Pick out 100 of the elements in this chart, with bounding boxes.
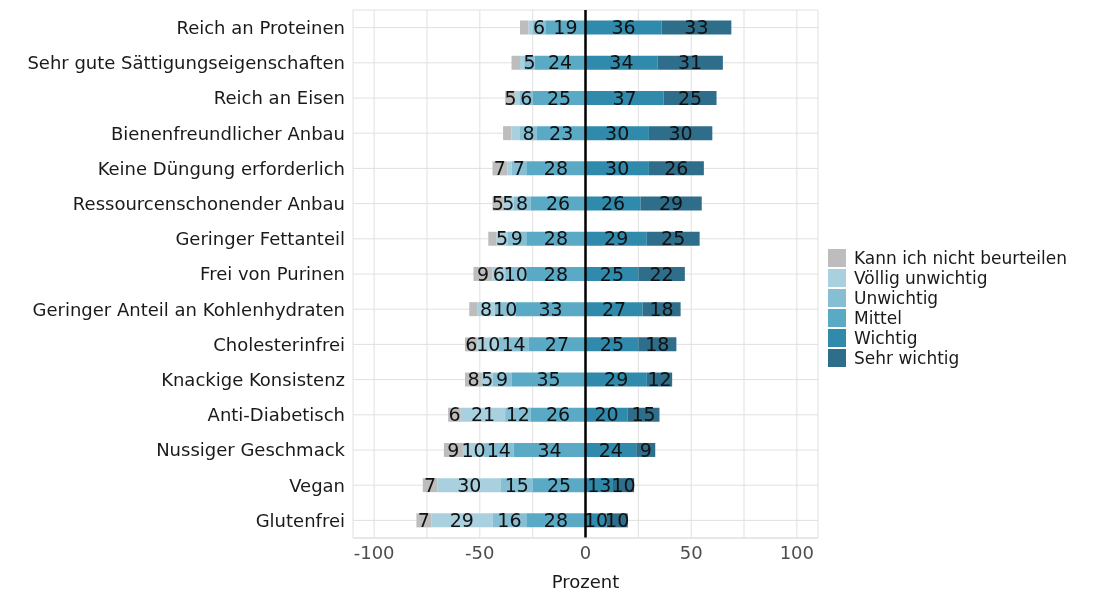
data-label: 31 [678, 51, 703, 74]
data-label: 24 [598, 438, 623, 461]
bar [528, 20, 533, 35]
legend-label: Unwichtig [854, 288, 939, 308]
y-tick-label: Sehr gute Sättigungseigenschaften [27, 52, 345, 74]
data-label: 6 [465, 333, 478, 356]
data-label: 30 [668, 121, 693, 144]
data-label: 25 [599, 333, 625, 356]
data-label: 15 [631, 403, 656, 426]
data-label: 26 [545, 403, 571, 426]
data-label: 28 [543, 262, 568, 285]
data-label: 6 [448, 403, 461, 426]
bar [488, 231, 497, 246]
data-label: 7 [512, 157, 525, 180]
y-tick-label: Bienenfreundlicher Anbau [110, 122, 345, 144]
data-label: 8 [522, 121, 535, 144]
data-label: 24 [548, 51, 573, 74]
data-label: 29 [449, 509, 474, 532]
data-label: 18 [645, 333, 670, 356]
data-label: 21 [470, 403, 496, 426]
y-tick-label: Geringer Anteil an Kohlenhydraten [32, 298, 345, 320]
data-label: 5 [523, 51, 536, 74]
bar [507, 161, 512, 176]
data-label: 9 [639, 438, 652, 461]
data-label: 33 [538, 297, 563, 320]
x-axis-title: Prozent [551, 571, 620, 592]
data-label: 9 [510, 227, 523, 250]
data-label: 25 [546, 86, 572, 109]
data-label: 7 [417, 509, 430, 532]
data-label: 26 [545, 192, 571, 215]
data-label: 25 [546, 473, 572, 496]
x-tick-label: 50 [679, 541, 703, 563]
data-label: 7 [493, 157, 506, 180]
data-label: 29 [604, 368, 629, 391]
data-label: 33 [684, 16, 709, 39]
data-label: 8 [480, 297, 493, 320]
data-label: 7 [424, 473, 437, 496]
bar [519, 20, 529, 35]
legend-label: Mittel [854, 308, 902, 328]
data-label: 37 [612, 86, 637, 109]
data-label: 28 [543, 227, 568, 250]
y-tick-label: Vegan [289, 474, 345, 496]
data-label: 19 [553, 16, 578, 39]
x-tick-label: 0 [579, 541, 592, 563]
data-label: 30 [457, 473, 482, 496]
data-label: 10 [476, 333, 501, 356]
data-label: 35 [536, 368, 561, 391]
y-tick-label: Anti-Diabetisch [207, 404, 345, 426]
legend-label: Wichtig [854, 328, 918, 348]
data-label: 27 [601, 297, 627, 320]
data-label: 14 [486, 438, 511, 461]
data-label: 20 [594, 403, 619, 426]
y-tick-label: Glutenfrei [255, 509, 345, 531]
bar [519, 55, 525, 70]
legend-label: Völlig unwichtig [854, 268, 988, 288]
data-label: 28 [543, 157, 568, 180]
y-tick-label: Nussiger Geschmack [156, 439, 346, 461]
data-label: 28 [543, 509, 568, 532]
data-label: 26 [664, 157, 689, 180]
y-tick-label: Geringer Fettanteil [175, 228, 345, 250]
y-tick-label: Reich an Eisen [213, 87, 345, 109]
bar [511, 126, 520, 141]
data-label: 18 [649, 297, 674, 320]
data-label: 5 [502, 192, 515, 215]
data-label: 5 [495, 227, 509, 250]
x-tick-label: -100 [353, 541, 395, 563]
data-label: 26 [600, 192, 626, 215]
data-label: 23 [549, 121, 574, 144]
legend-label: Kann ich nicht beurteilen [854, 248, 1067, 268]
y-tick-label: Cholesterinfrei [213, 333, 345, 355]
x-tick-label: -50 [465, 541, 495, 563]
y-tick-label: Frei von Purinen [200, 263, 345, 285]
data-label: 13 [587, 473, 612, 496]
data-label: 25 [661, 227, 686, 250]
data-label: 12 [505, 403, 530, 426]
data-label: 6 [532, 16, 546, 39]
data-label: 34 [609, 51, 634, 74]
data-label: 29 [604, 227, 629, 250]
data-label: 5 [504, 86, 517, 109]
y-tick-label: Keine Düngung erforderlich [97, 157, 345, 179]
data-label: 10 [461, 438, 486, 461]
data-label: 8 [516, 192, 529, 215]
legend-label: Sehr wichtig [854, 348, 960, 368]
y-tick-label: Ressourcenschonender Anbau [72, 192, 345, 214]
data-label: 16 [497, 509, 522, 532]
data-label: 8 [467, 368, 480, 391]
bar [503, 126, 512, 141]
bar [515, 90, 520, 105]
data-label: 36 [611, 16, 636, 39]
data-label: 5 [491, 192, 504, 215]
data-label: 15 [504, 473, 529, 496]
data-label: 9 [447, 438, 460, 461]
data-label: 27 [544, 333, 570, 356]
data-label: 30 [605, 121, 630, 144]
data-label: 34 [537, 438, 562, 461]
data-label: 10 [503, 262, 528, 285]
y-tick-label: Reich an Proteinen [176, 16, 345, 38]
data-label: 5 [481, 368, 494, 391]
bar [469, 302, 478, 317]
data-label: 30 [605, 157, 630, 180]
